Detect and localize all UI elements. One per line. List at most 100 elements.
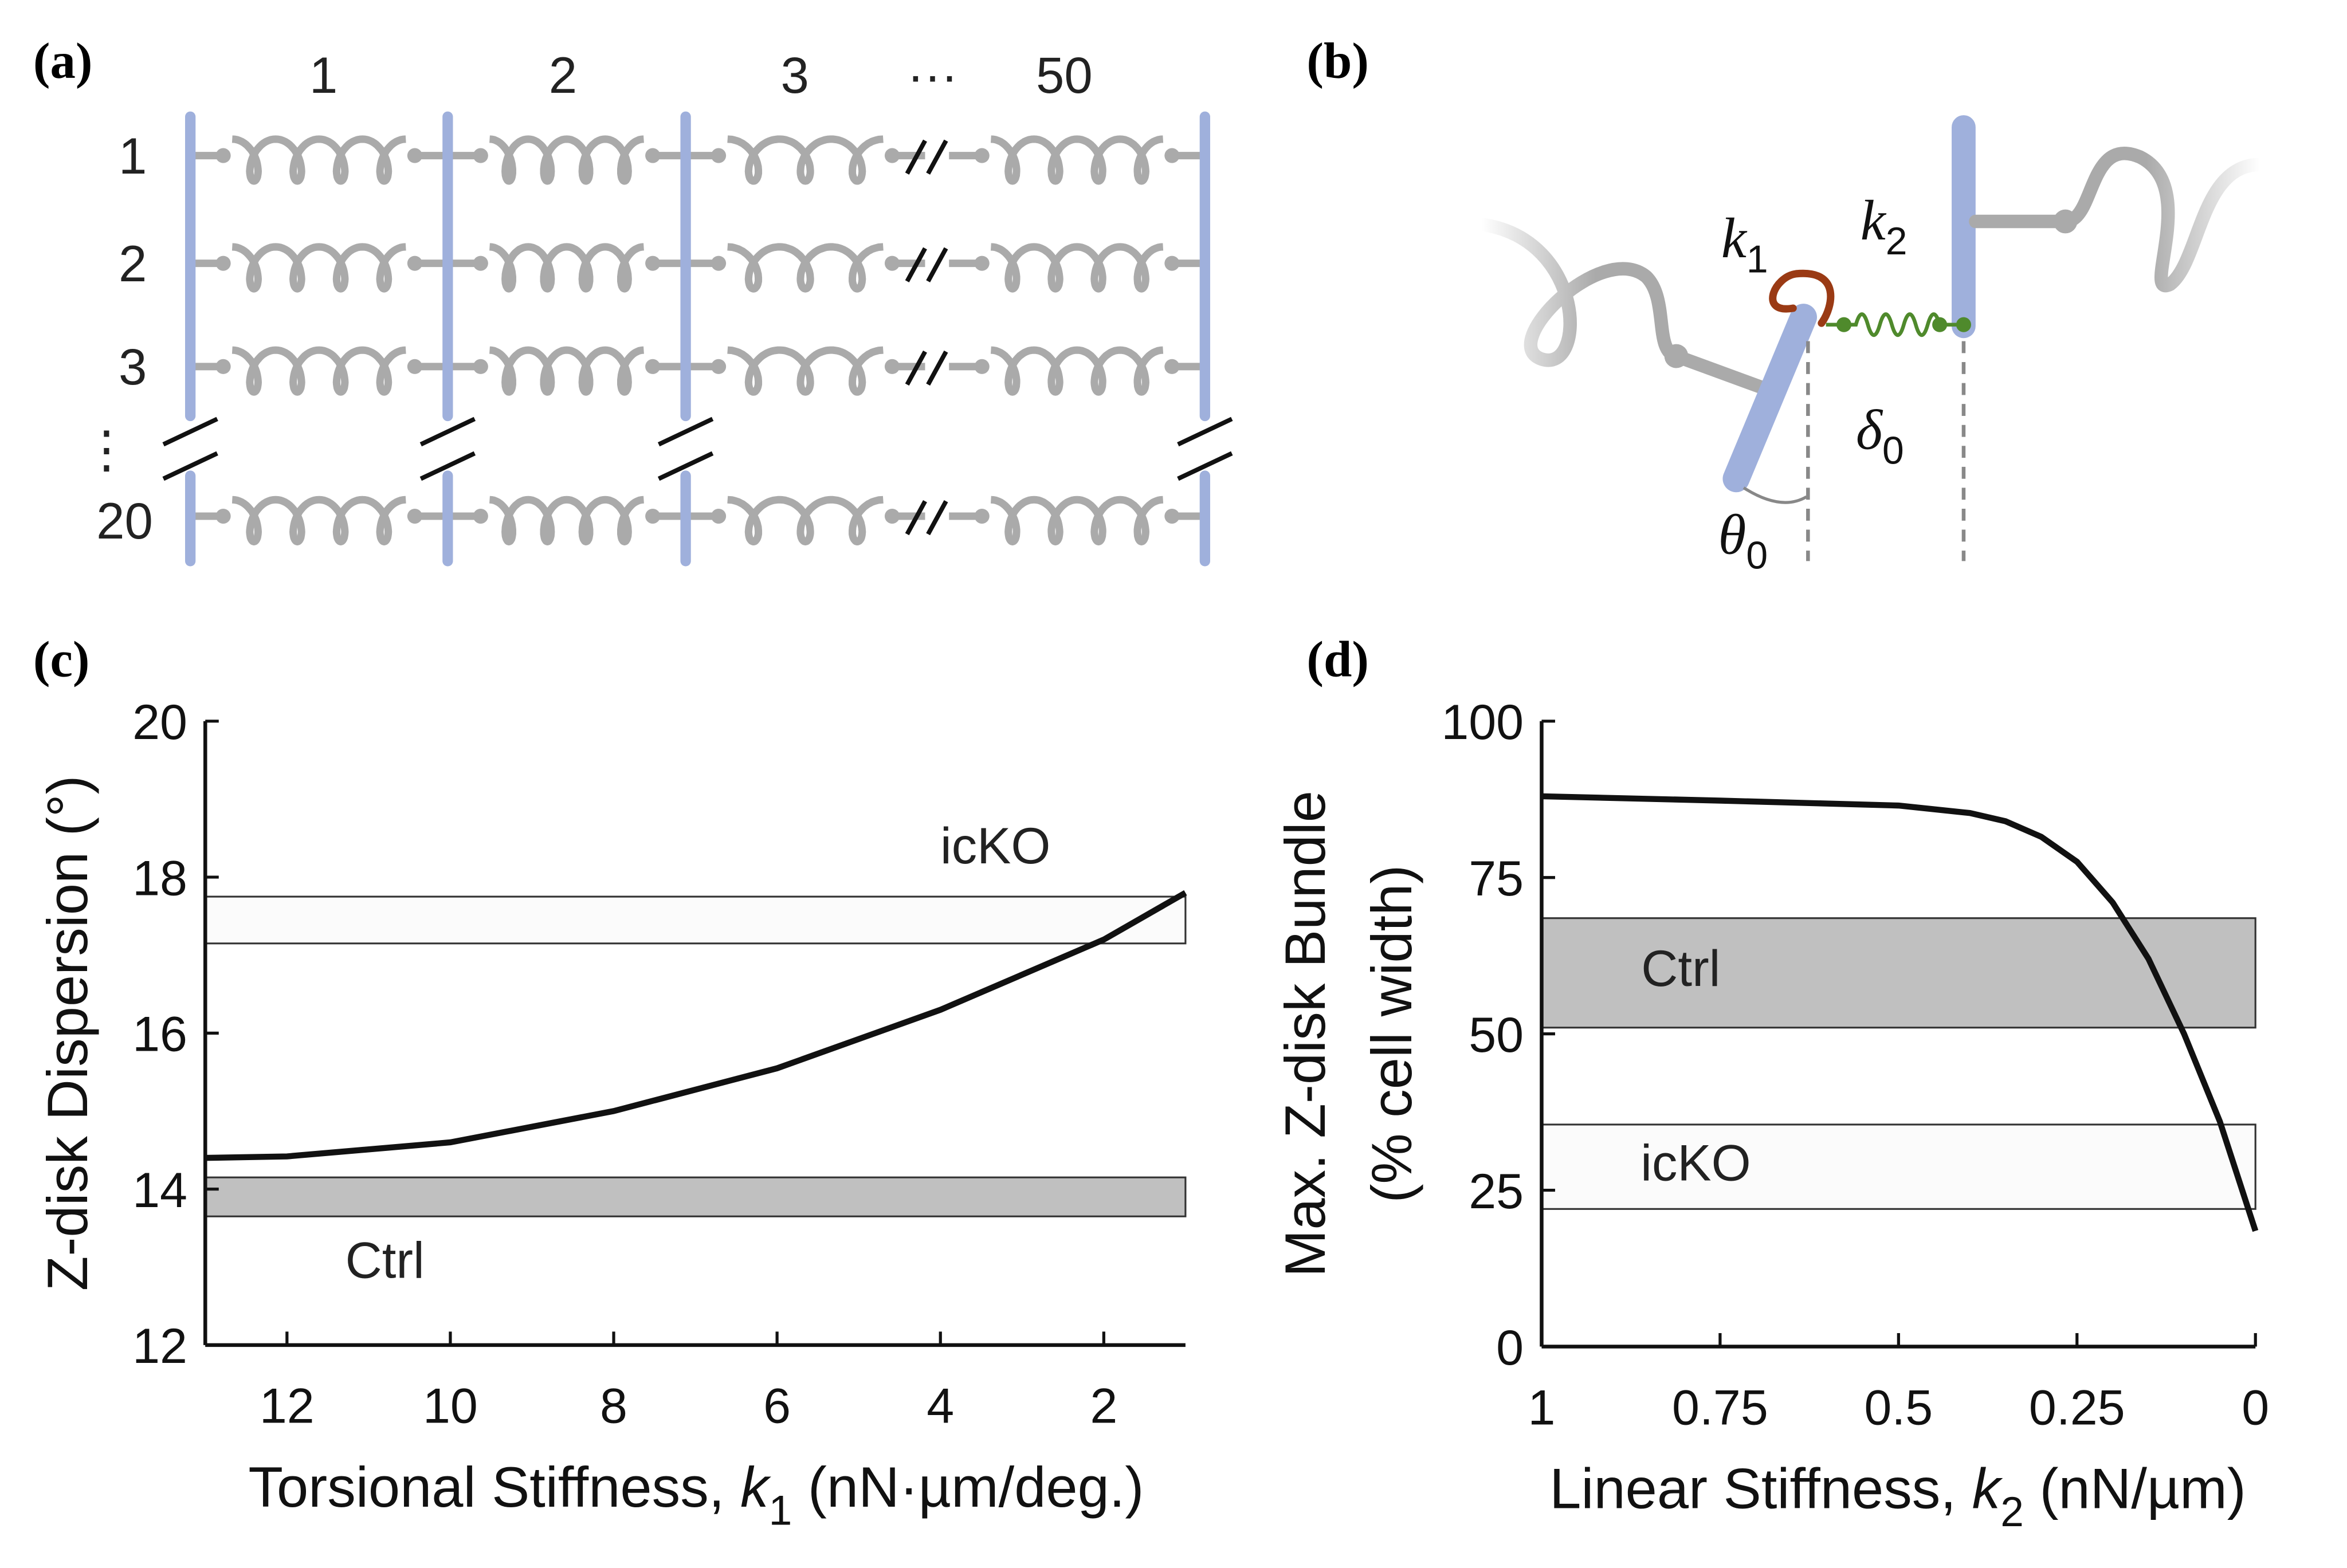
row-label: ⋮ xyxy=(81,421,132,478)
spring xyxy=(726,243,885,293)
panel-label: (d) xyxy=(1306,631,1369,687)
spring xyxy=(231,496,407,545)
y-axis-label: Max. Z-disk Bundle xyxy=(1274,791,1337,1277)
symbol-label: θ0 xyxy=(1718,504,1768,577)
symbol-label: δ0 xyxy=(1856,399,1904,472)
spring xyxy=(488,135,646,185)
line xyxy=(1541,793,2259,1232)
break-mark xyxy=(419,416,476,481)
node xyxy=(407,359,422,374)
spring xyxy=(231,243,407,293)
symbol-label: k1 xyxy=(1721,207,1768,281)
x-tick-label: 0.75 xyxy=(1672,1380,1768,1435)
node xyxy=(974,148,990,163)
node xyxy=(1664,344,1689,368)
node xyxy=(974,508,990,524)
row-label: 20 xyxy=(96,493,153,549)
node xyxy=(1164,359,1180,374)
break-mark xyxy=(905,139,948,175)
x-axis-label: Torsional Stiffness, k1 (nN·µm/deg.) xyxy=(248,1456,1144,1534)
node xyxy=(2053,209,2078,234)
band xyxy=(204,895,1187,945)
node xyxy=(407,508,422,524)
y-tick-label: 20 xyxy=(132,695,187,750)
row-label: 1 xyxy=(119,128,147,184)
node xyxy=(711,148,727,163)
node xyxy=(1956,317,1972,332)
break-mark xyxy=(162,416,218,481)
node xyxy=(645,148,661,163)
node xyxy=(473,148,488,163)
node xyxy=(884,359,900,374)
y-tick-label: 12 xyxy=(132,1319,187,1374)
filament xyxy=(1969,147,2267,293)
node xyxy=(884,256,900,271)
node xyxy=(645,508,661,524)
column-label: 1 xyxy=(309,47,337,104)
spring xyxy=(488,496,646,545)
column-label: 2 xyxy=(549,47,577,104)
node xyxy=(473,508,488,524)
node xyxy=(711,359,727,374)
node xyxy=(884,508,900,524)
linear-spring xyxy=(1826,312,1964,337)
spring xyxy=(990,496,1164,545)
x-tick-label: 6 xyxy=(763,1379,791,1434)
node xyxy=(1164,148,1180,163)
x-tick-label: 2 xyxy=(1090,1379,1117,1434)
node xyxy=(1164,256,1180,271)
spring xyxy=(231,346,407,396)
column-label: ··· xyxy=(907,47,958,104)
y-tick-label: 16 xyxy=(132,1007,187,1062)
spring xyxy=(990,243,1164,293)
spring xyxy=(990,346,1164,396)
row-label: 3 xyxy=(119,339,147,395)
band-label: Ctrl xyxy=(346,1232,425,1288)
panel-label: (c) xyxy=(33,631,90,687)
z-disk xyxy=(1722,304,1818,493)
y-tick-label: 75 xyxy=(1469,851,1524,906)
row-label: 2 xyxy=(119,235,147,292)
spring xyxy=(726,135,885,185)
break-mark xyxy=(905,247,948,282)
diagram-b: k1 k2 δ0 θ0 xyxy=(1475,115,2267,577)
spring xyxy=(231,135,407,185)
y-tick-label: 50 xyxy=(1469,1008,1524,1063)
x-tick-label: 0.5 xyxy=(1864,1380,1933,1435)
x-tick-label: 4 xyxy=(927,1379,954,1434)
band-label: icKO xyxy=(940,818,1050,874)
x-tick-label: 10 xyxy=(423,1379,478,1434)
node xyxy=(974,256,990,271)
y-tick-label: 100 xyxy=(1441,695,1524,750)
node xyxy=(1164,508,1180,524)
angle-arc xyxy=(1742,486,1808,504)
node xyxy=(1932,317,1948,332)
x-tick-label: 0.25 xyxy=(2029,1380,2125,1435)
band-label: icKO xyxy=(1640,1135,1751,1192)
node xyxy=(711,256,727,271)
node xyxy=(215,256,231,271)
node xyxy=(473,359,488,374)
symbol-label: k2 xyxy=(1861,190,1908,263)
spring xyxy=(990,135,1164,185)
node xyxy=(473,256,488,271)
spring xyxy=(726,346,885,396)
x-tick-label: 0 xyxy=(2242,1380,2269,1435)
node xyxy=(884,148,900,163)
y-tick-label: 14 xyxy=(132,1163,187,1218)
band xyxy=(204,1176,1187,1217)
band-label: Ctrl xyxy=(1641,940,1720,997)
break-mark xyxy=(1177,416,1233,481)
y-tick-label: 0 xyxy=(1496,1321,1524,1376)
spring xyxy=(488,346,646,396)
y-tick-label: 25 xyxy=(1469,1164,1524,1219)
break-mark xyxy=(657,416,714,481)
break-mark xyxy=(905,500,948,536)
x-tick-label: 8 xyxy=(600,1379,627,1434)
y-axis-label: (% cell width) xyxy=(1360,865,1424,1203)
node xyxy=(711,508,727,524)
y-axis-label: Z-disk Dispersion (°) xyxy=(36,775,100,1291)
node xyxy=(407,148,422,163)
